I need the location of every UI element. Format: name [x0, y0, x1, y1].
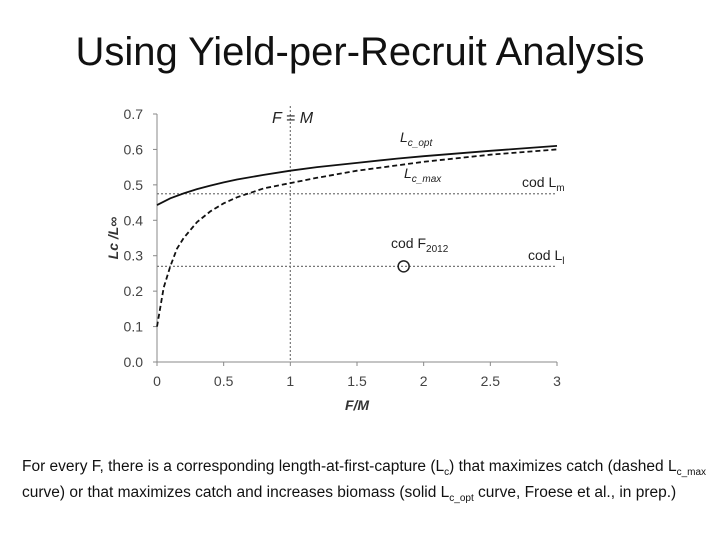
series-line-lc-opt — [156, 145, 558, 206]
x-tick-label: 0.5 — [214, 373, 234, 389]
x-tick-label: 3 — [553, 373, 561, 389]
reference-lines — [157, 106, 557, 362]
x-tick-label: 2.5 — [481, 373, 501, 389]
annotation-lc-opt: Lc_opt — [400, 129, 433, 149]
page-title: Using Yield-per-Recruit Analysis — [75, 30, 645, 74]
figure-caption: For every F, there is a corresponding le… — [22, 458, 707, 505]
x-tick-label: 2 — [420, 373, 428, 389]
x-tick-label: 1 — [286, 373, 294, 389]
cod-f2012-point — [397, 260, 410, 273]
annotation-cod-f2012: cod F2012 — [391, 235, 449, 255]
y-tick-label: 0.3 — [124, 248, 144, 264]
chart-series — [156, 145, 558, 327]
chart-axes — [153, 113, 558, 366]
y-axis-label: Lc /L∞ — [105, 217, 121, 260]
y-tick-label: 0.2 — [124, 283, 144, 299]
annotation-f-equals-m: F = M — [272, 110, 314, 127]
y-tick-label: 0.7 — [124, 106, 144, 122]
series-line-lc-max — [156, 148, 558, 327]
tick-labels: 0.0 0.1 0.2 0.3 0.4 0.5 0.6 0.7 0 0.5 1 1.5 2 2.5 3 — [124, 106, 562, 389]
x-tick-label: 0 — [153, 373, 161, 389]
y-tick-label: 0.0 — [124, 354, 144, 370]
annotation-lc-max: Lc_max — [404, 165, 442, 185]
y-tick-label: 0.1 — [124, 319, 144, 335]
annotation-cod-lm: cod Lm — [522, 174, 565, 194]
y-tick-label: 0.4 — [124, 212, 144, 228]
y-tick-label: 0.5 — [124, 177, 144, 193]
annotation-cod-l1: cod Ll — [528, 247, 564, 267]
x-axis-label: F/M — [345, 397, 369, 413]
x-tick-label: 1.5 — [347, 373, 367, 389]
y-tick-label: 0.6 — [124, 141, 144, 157]
